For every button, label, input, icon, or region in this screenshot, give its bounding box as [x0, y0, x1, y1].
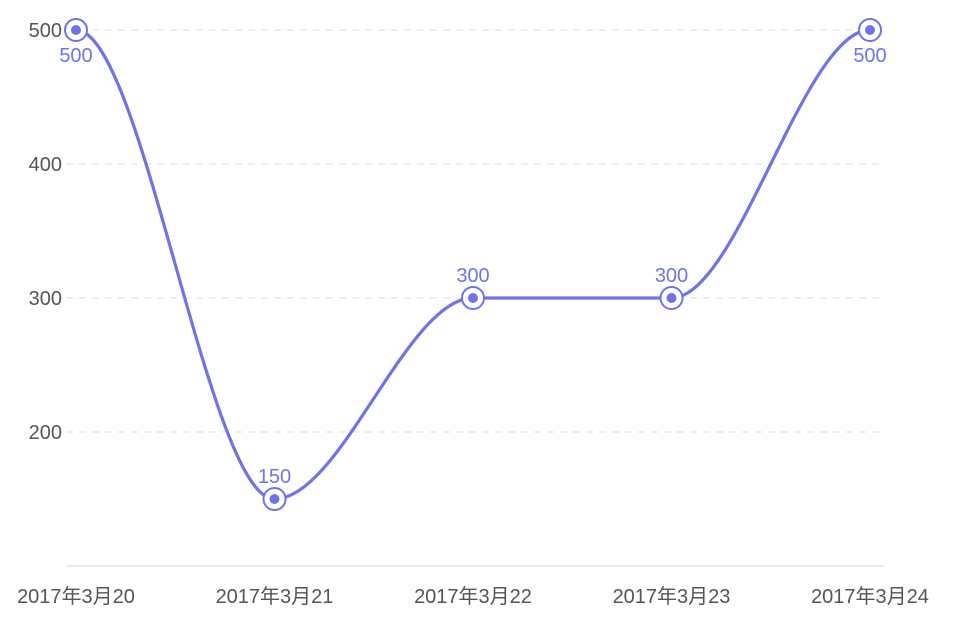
data-label-5: 500	[853, 45, 886, 67]
data-label-1: 500	[59, 45, 92, 67]
y-tick-label-400: 400	[29, 154, 62, 176]
data-point-5[interactable]	[858, 18, 882, 42]
x-tick-label-2: 2017年3月21	[216, 585, 334, 608]
x-tick-label-1: 2017年3月20	[17, 585, 135, 608]
data-labels: 500 150 300 300 500	[59, 45, 886, 488]
data-point-1[interactable]	[64, 18, 88, 42]
y-tick-label-500: 500	[29, 20, 62, 42]
y-axis-tick-labels: 200 300 400 500	[29, 20, 62, 444]
series-line-layer	[74, 28, 872, 501]
y-tick-label-200: 200	[29, 422, 62, 444]
x-tick-label-5: 2017年3月24	[811, 585, 929, 608]
data-label-2: 150	[258, 466, 291, 488]
y-tick-label-300: 300	[29, 288, 62, 310]
data-point-4[interactable]	[659, 286, 684, 310]
x-axis-tick-labels: 2017年3月20 2017年3月21 2017年3月22 2017年3月23 2017…	[17, 585, 929, 608]
data-label-4: 300	[655, 265, 688, 287]
series-line	[74, 28, 872, 501]
data-points	[64, 18, 882, 511]
data-label-3: 300	[456, 265, 489, 287]
grid-lines	[66, 29, 884, 433]
x-tick-label-3: 2017年3月22	[414, 585, 532, 608]
x-tick-label-4: 2017年3月23	[613, 585, 731, 608]
data-point-3[interactable]	[461, 286, 485, 310]
data-point-2[interactable]	[262, 487, 287, 511]
